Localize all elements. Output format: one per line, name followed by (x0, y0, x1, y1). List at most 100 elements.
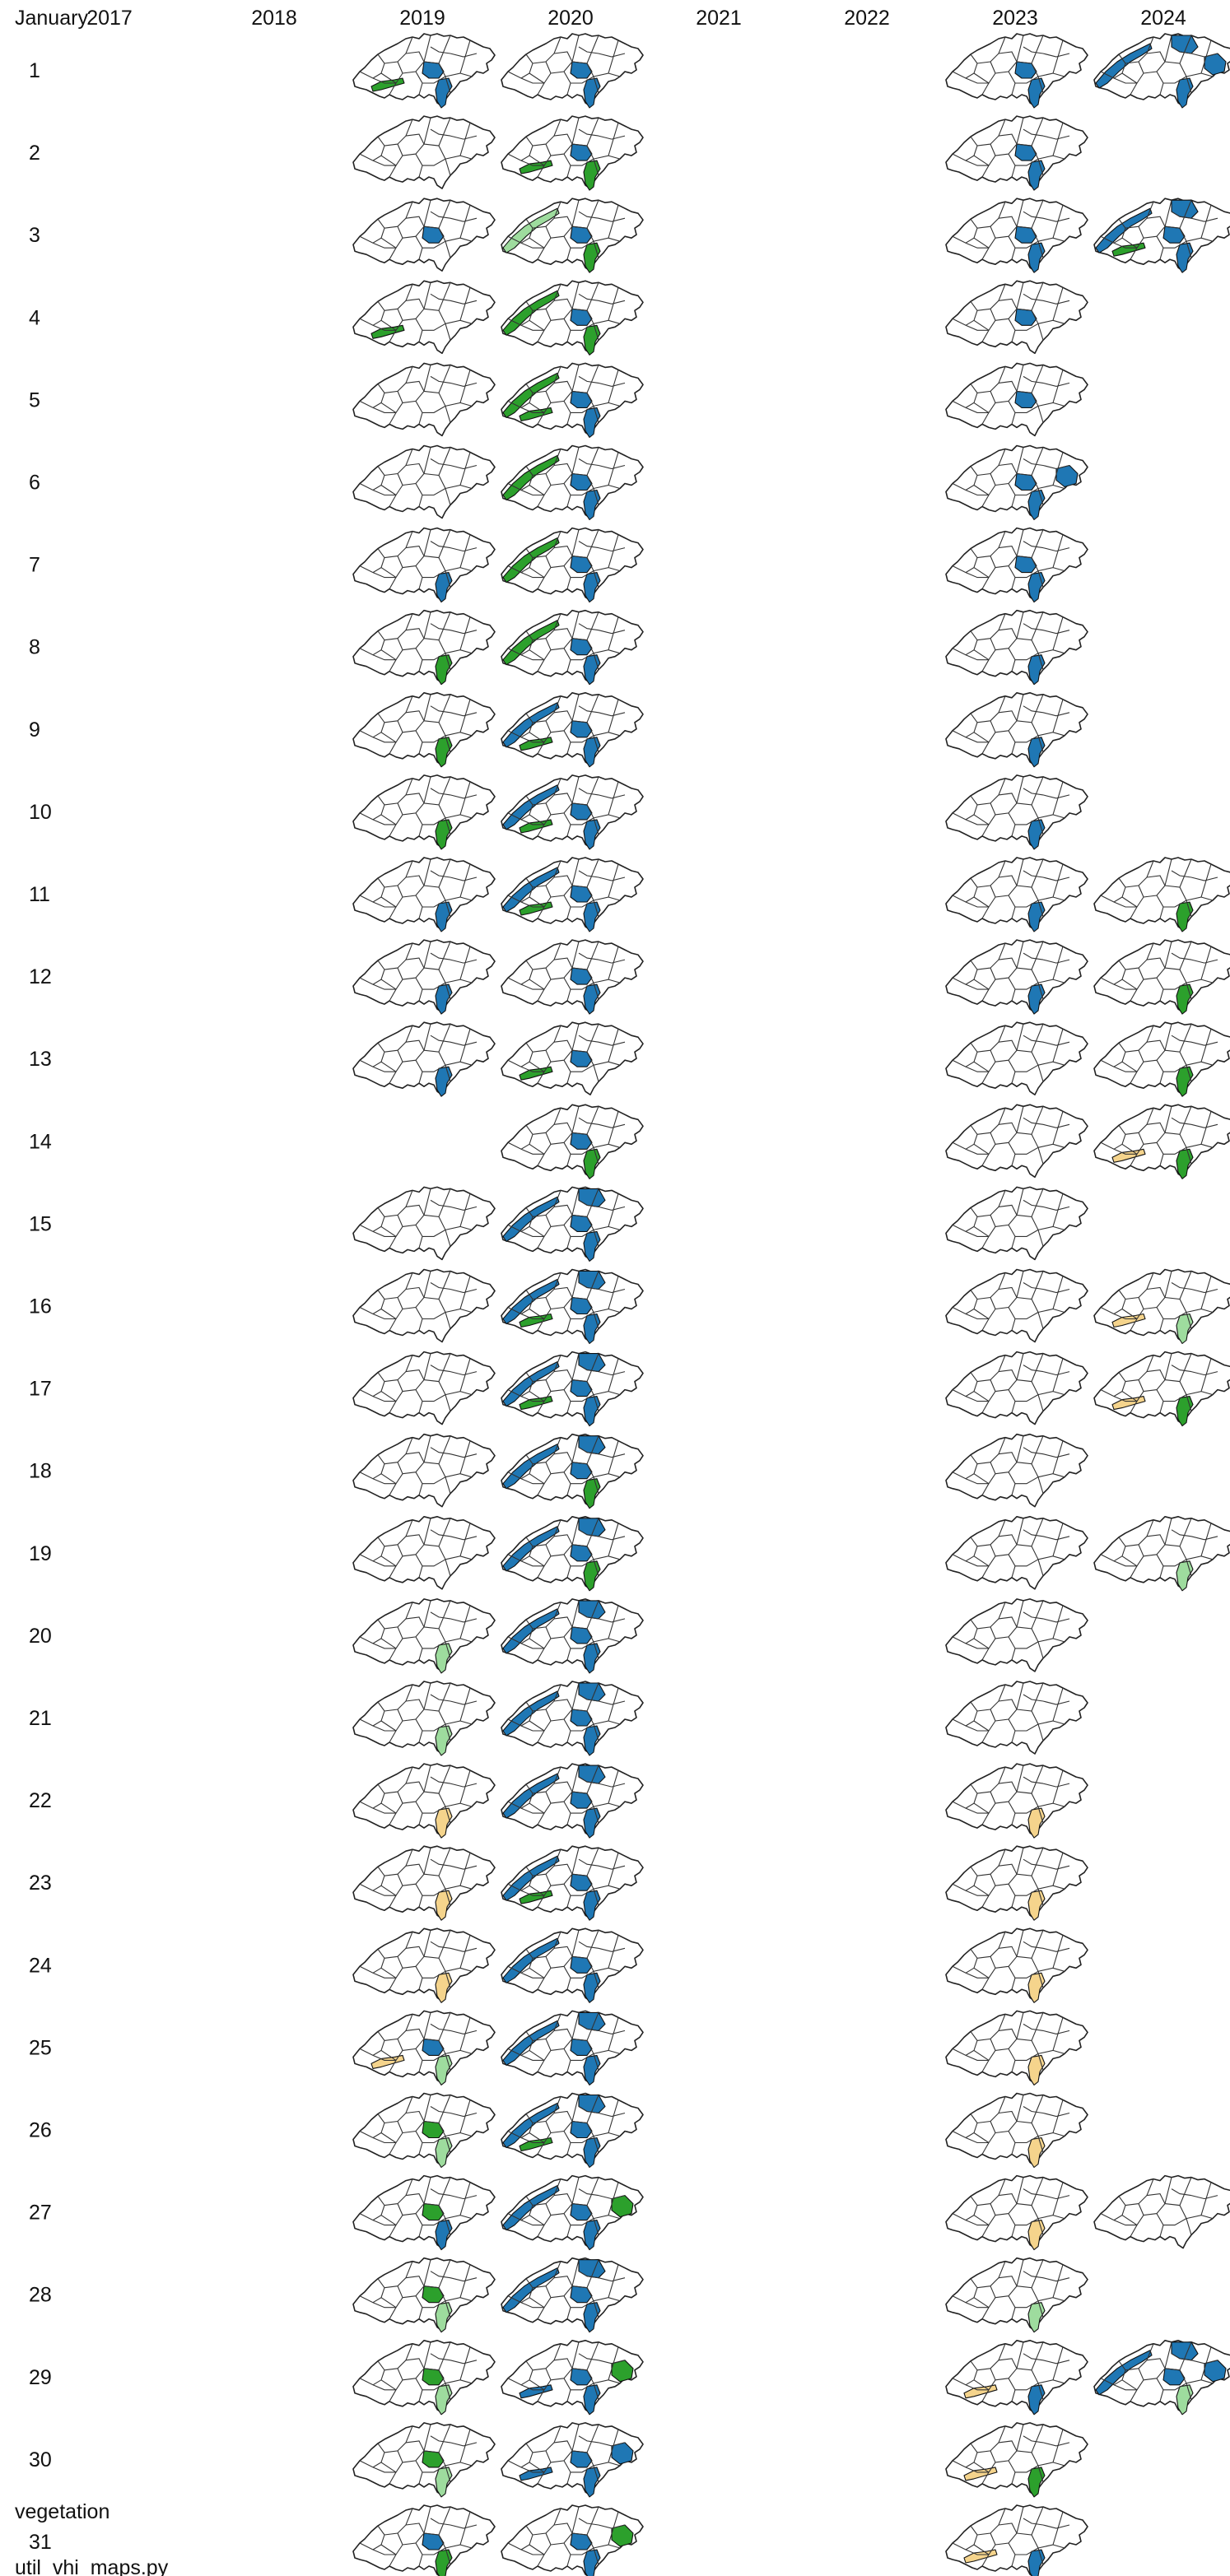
district-border (1015, 1394, 1039, 1402)
district-border (405, 2523, 425, 2534)
district-border (608, 979, 621, 983)
district-border (450, 135, 478, 140)
country-outline (945, 1021, 1088, 1095)
district-border (537, 1873, 552, 1908)
district-border (998, 2193, 1018, 2204)
district-border (1015, 1312, 1039, 1320)
vhi-map-2020-01-11 (501, 857, 644, 932)
district-border (459, 732, 473, 737)
district-border (973, 402, 990, 413)
day-label-5: 5 (29, 388, 40, 412)
vhi-map-2024-01-16 (1093, 1268, 1230, 1345)
district-border (507, 1389, 544, 1402)
district-border (976, 2425, 1006, 2453)
district-border (1130, 1297, 1144, 1331)
region-lake-geneva-moderate (519, 407, 553, 421)
district-border (402, 776, 431, 816)
district-border (459, 896, 473, 901)
district-border (578, 1035, 599, 1043)
district-border (372, 713, 385, 738)
district-border (1200, 979, 1214, 983)
district-border (537, 143, 552, 178)
district-border (965, 2443, 978, 2468)
district-border (384, 1190, 413, 1217)
district-border (389, 556, 403, 589)
district-border (430, 2518, 451, 2526)
district-border (550, 117, 580, 156)
district-border (459, 1225, 473, 1230)
district-border (405, 1863, 425, 1875)
district-border (507, 1472, 544, 1485)
district-border (450, 1783, 478, 1788)
district-border (981, 1709, 996, 1743)
district-border (459, 2462, 473, 2467)
district-border (430, 458, 451, 467)
district-border (973, 237, 990, 249)
district-border (976, 778, 1006, 806)
district-border (359, 1554, 396, 1567)
district-border (598, 2524, 626, 2529)
district-border (1190, 2360, 1218, 2364)
year-header: 2017 2018 2019 2020 2021 2022 2023 2024 (86, 7, 1186, 30)
district-border (1163, 1312, 1187, 1320)
district-border (372, 300, 385, 326)
district-border (380, 237, 397, 249)
district-border (1100, 2378, 1137, 2391)
district-border (578, 2106, 599, 2114)
district-border (1015, 570, 1039, 579)
district-border (976, 2343, 1006, 2371)
district-border (380, 2049, 397, 2061)
district-border (550, 1024, 580, 1062)
district-border (553, 710, 573, 722)
district-border (995, 365, 1024, 403)
district-border (402, 2012, 431, 2051)
district-border (571, 1641, 594, 1649)
district-border (405, 628, 425, 639)
district-border (1052, 2462, 1065, 2467)
district-border (389, 61, 403, 95)
district-border (578, 623, 599, 631)
district-border (1190, 217, 1218, 222)
day-label-28: 28 (29, 2284, 52, 2307)
district-border (550, 1188, 580, 1227)
district-border (405, 710, 425, 722)
district-border (1015, 1806, 1039, 1814)
district-border (553, 875, 573, 886)
country-outline (945, 609, 1088, 684)
district-border (529, 319, 545, 331)
district-border (1052, 2132, 1065, 2137)
district-border (359, 812, 396, 825)
district-border (598, 959, 626, 964)
district-border (1015, 2300, 1039, 2309)
vhi-map-2019-01-05 (352, 362, 496, 437)
district-border (578, 952, 599, 960)
vhi-map-2023-01-29 (945, 2340, 1088, 2416)
district-border (384, 119, 413, 146)
district-border (553, 2028, 573, 2039)
district-border (507, 1224, 544, 1237)
district-border (553, 2440, 573, 2452)
district-border (998, 1286, 1018, 1298)
district-border (1163, 900, 1187, 908)
district-border (384, 1272, 413, 1300)
district-border (529, 2297, 545, 2309)
district-border (380, 1720, 397, 1732)
country-outline (1093, 857, 1230, 931)
district-border (402, 2095, 431, 2134)
district-border (402, 1353, 431, 1393)
vhi-map-2019-01-30 (352, 2422, 496, 2498)
district-border (973, 1802, 990, 1814)
district-border (459, 2132, 473, 2137)
district-border (973, 1309, 990, 1319)
district-border (608, 2132, 621, 2137)
district-border (553, 2523, 573, 2534)
district-border (550, 1930, 580, 1969)
year-label-2023: 2023 (992, 7, 1038, 30)
district-border (405, 2028, 425, 2039)
district-border (1042, 2524, 1070, 2529)
district-border (507, 730, 544, 743)
district-border (571, 1312, 594, 1320)
district-border (405, 2358, 425, 2369)
district-border (1200, 896, 1214, 901)
